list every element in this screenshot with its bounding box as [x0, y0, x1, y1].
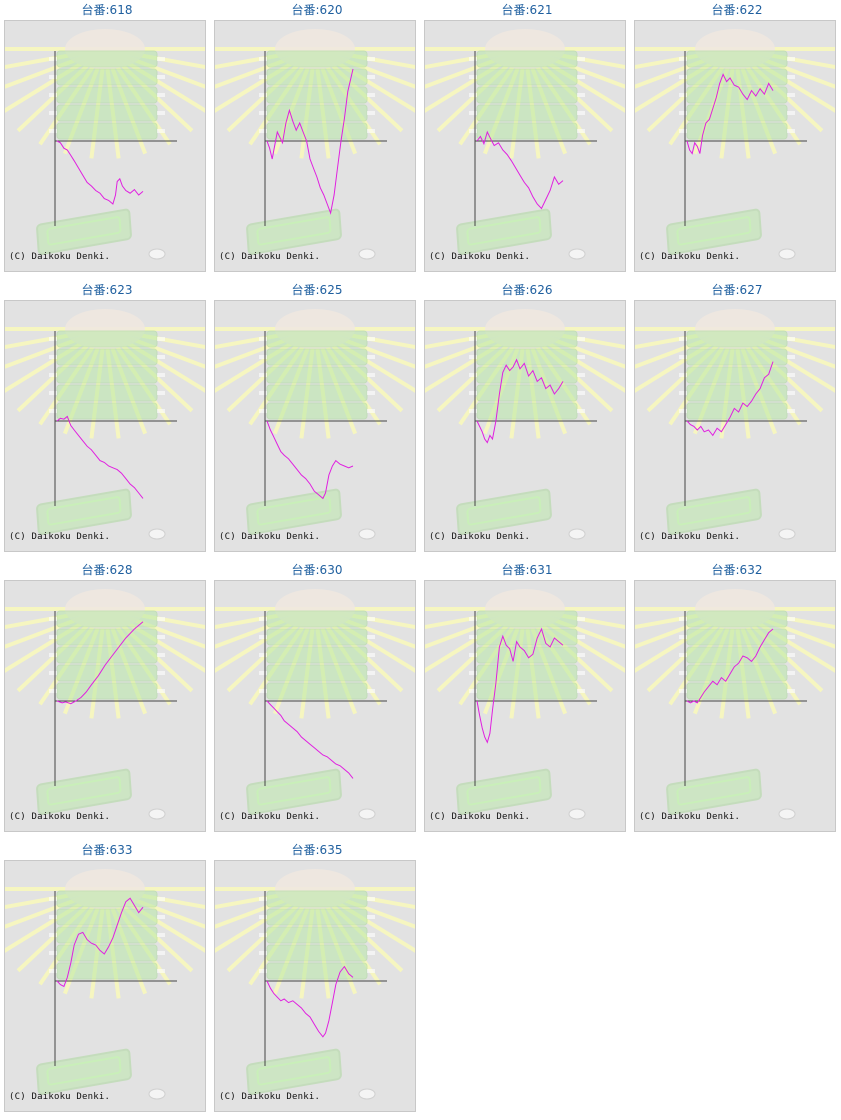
payout-series-line [686, 361, 774, 437]
payout-series-line [476, 130, 564, 210]
payout-series-line [686, 73, 774, 155]
copyright-text: (C) Daikoku Denki. [429, 812, 531, 822]
machine-watermark [635, 309, 835, 540]
machine-graph-card[interactable]: 台番:630 (C) Daikoku Denki. [212, 560, 422, 840]
copyright-text: (C) Daikoku Denki. [639, 812, 741, 822]
machine-watermark [215, 589, 415, 820]
graph-svg [215, 589, 415, 820]
copyright-text: (C) Daikoku Denki. [639, 252, 741, 262]
machine-graph-card[interactable]: 台番:633 (C) Daikoku Denki. [2, 840, 212, 1120]
machine-watermark [635, 589, 835, 820]
graph-panel: (C) Daikoku Denki. [634, 20, 836, 272]
machine-number-title[interactable]: 台番:635 [291, 843, 343, 857]
machine-watermark [5, 869, 205, 1100]
machine-number-title[interactable]: 台番:631 [501, 563, 553, 577]
machine-watermark [5, 29, 205, 260]
graph-panel: (C) Daikoku Denki. [214, 580, 416, 832]
payout-series-line [476, 358, 564, 444]
graph-panel: (C) Daikoku Denki. [424, 20, 626, 272]
machine-number-title[interactable]: 台番:626 [501, 283, 553, 297]
machine-watermark [635, 29, 835, 260]
copyright-text: (C) Daikoku Denki. [9, 812, 111, 822]
machine-graph-card[interactable]: 台番:626 (C) Daikoku Denki. [422, 280, 632, 560]
graph-svg [635, 589, 835, 820]
machine-graph-card[interactable]: 台番:622 (C) Daikoku Denki. [632, 0, 841, 280]
copyright-text: (C) Daikoku Denki. [219, 1092, 321, 1102]
payout-series-line [476, 627, 564, 744]
machine-graph-card[interactable]: 台番:620 (C) Daikoku Denki. [212, 0, 422, 280]
machine-number-title[interactable]: 台番:621 [501, 3, 553, 17]
graph-panel: (C) Daikoku Denki. [214, 860, 416, 1112]
machine-graph-card[interactable]: 台番:632 (C) Daikoku Denki. [632, 560, 841, 840]
machine-number-title[interactable]: 台番:625 [291, 283, 343, 297]
copyright-text: (C) Daikoku Denki. [219, 812, 321, 822]
machine-graph-card[interactable]: 台番:621 (C) Daikoku Denki. [422, 0, 632, 280]
machine-number-title[interactable]: 台番:620 [291, 3, 343, 17]
machine-watermark [215, 869, 415, 1100]
machine-graph-card[interactable]: 台番:625 (C) Daikoku Denki. [212, 280, 422, 560]
graph-svg [635, 29, 835, 260]
machine-graph-card[interactable]: 台番:635 (C) Daikoku Denki. [212, 840, 422, 1120]
graph-svg [5, 29, 205, 260]
payout-series-line [266, 700, 354, 779]
graph-panel: (C) Daikoku Denki. [4, 580, 206, 832]
graph-panel: (C) Daikoku Denki. [214, 300, 416, 552]
graph-svg [425, 29, 625, 260]
graph-svg [425, 589, 625, 820]
payout-series-line [56, 140, 144, 205]
machine-number-title[interactable]: 台番:618 [81, 3, 133, 17]
machine-graph-card[interactable]: 台番:628 (C) Daikoku Denki. [2, 560, 212, 840]
graph-panel: (C) Daikoku Denki. [634, 580, 836, 832]
graph-panel: (C) Daikoku Denki. [424, 300, 626, 552]
graph-svg [215, 869, 415, 1100]
payout-series-line [56, 621, 144, 705]
copyright-text: (C) Daikoku Denki. [219, 532, 321, 542]
copyright-text: (C) Daikoku Denki. [639, 532, 741, 542]
machine-number-title[interactable]: 台番:628 [81, 563, 133, 577]
graph-svg [635, 309, 835, 540]
machine-graph-card[interactable]: 台番:618 (C) Daikoku Denki. [2, 0, 212, 280]
graph-svg [215, 309, 415, 540]
copyright-text: (C) Daikoku Denki. [9, 532, 111, 542]
machine-graph-card[interactable]: 台番:627 (C) Daikoku Denki. [632, 280, 841, 560]
graph-svg [5, 869, 205, 1100]
machine-number-title[interactable]: 台番:623 [81, 283, 133, 297]
graph-panel: (C) Daikoku Denki. [634, 300, 836, 552]
graph-panel: (C) Daikoku Denki. [4, 860, 206, 1112]
graph-panel: (C) Daikoku Denki. [214, 20, 416, 272]
copyright-text: (C) Daikoku Denki. [429, 252, 531, 262]
payout-series-line [56, 415, 144, 499]
machine-number-title[interactable]: 台番:632 [711, 563, 763, 577]
machine-graph-card[interactable]: 台番:623 (C) Daikoku Denki. [2, 280, 212, 560]
graph-panel: (C) Daikoku Denki. [424, 580, 626, 832]
payout-series-line [686, 628, 774, 704]
graph-panel: (C) Daikoku Denki. [4, 20, 206, 272]
machine-number-title[interactable]: 台番:622 [711, 3, 763, 17]
machine-watermark [425, 29, 625, 260]
machine-graph-card[interactable]: 台番:631 (C) Daikoku Denki. [422, 560, 632, 840]
copyright-text: (C) Daikoku Denki. [9, 252, 111, 262]
machine-watermark [5, 309, 205, 540]
payout-series-line [266, 965, 354, 1038]
graph-panel: (C) Daikoku Denki. [4, 300, 206, 552]
machine-watermark [425, 309, 625, 540]
machine-number-title[interactable]: 台番:627 [711, 283, 763, 297]
copyright-text: (C) Daikoku Denki. [429, 532, 531, 542]
graph-svg [215, 29, 415, 260]
copyright-text: (C) Daikoku Denki. [9, 1092, 111, 1102]
payout-series-line [266, 420, 354, 500]
copyright-text: (C) Daikoku Denki. [219, 252, 321, 262]
payout-series-line [56, 897, 144, 988]
graph-svg [5, 309, 205, 540]
machine-watermark [425, 589, 625, 820]
machine-number-title[interactable]: 台番:630 [291, 563, 343, 577]
graph-svg [5, 589, 205, 820]
machine-number-title[interactable]: 台番:633 [81, 843, 133, 857]
payout-series-line [266, 68, 354, 215]
machine-watermark [215, 29, 415, 260]
machine-watermark [5, 589, 205, 820]
machine-watermark [215, 309, 415, 540]
graph-svg [425, 309, 625, 540]
